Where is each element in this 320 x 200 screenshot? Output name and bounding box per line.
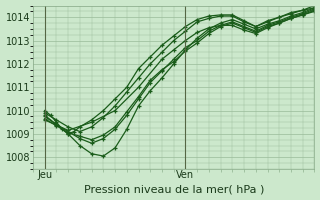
X-axis label: Pression niveau de la mer( hPa ): Pression niveau de la mer( hPa ) [84, 184, 264, 194]
